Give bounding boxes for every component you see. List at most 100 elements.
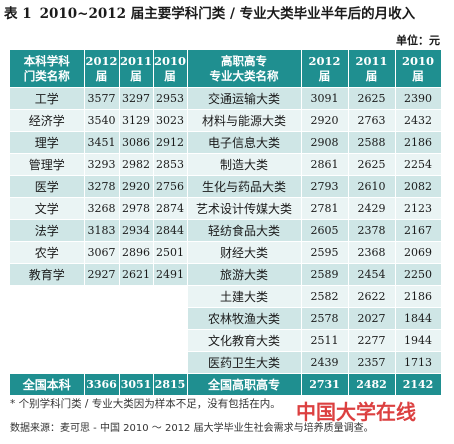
vocational-category-name: 文化教育大类 <box>187 329 302 352</box>
header-year: 2011 届 <box>119 50 154 88</box>
undergrad-discipline-name: 农学 <box>10 241 85 264</box>
vocational-income-value: 2432 <box>395 109 442 132</box>
total-undergrad-value: 3051 <box>119 373 154 396</box>
header-vocational-name: 高职高专 专业大类名称 <box>187 50 302 88</box>
undergrad-discipline-name: 教育学 <box>10 263 85 286</box>
table-number: 表 1 <box>4 6 32 22</box>
undergrad-discipline-name <box>10 329 85 352</box>
undergrad-income-value: 2491 <box>153 263 188 286</box>
vocational-category-name: 制造大类 <box>187 153 302 176</box>
undergrad-income-value <box>153 329 188 352</box>
total-undergrad-value: 2815 <box>153 373 188 396</box>
header-year: 2010 届 <box>395 50 442 88</box>
undergrad-discipline-name <box>10 351 85 374</box>
undergrad-discipline-name: 管理学 <box>10 153 85 176</box>
vocational-income-value: 1713 <box>395 351 442 374</box>
table-title: 表 1 2010~2012 届主要学科门类 / 专业大类毕业半年后的月收入 <box>4 4 450 24</box>
vocational-category-name: 土建大类 <box>187 285 302 308</box>
table-row: 工学 3577 3297 2953 交通运输大类 3091 2625 2390 <box>10 87 442 110</box>
vocational-income-value: 2069 <box>395 241 442 264</box>
total-undergrad-value: 3366 <box>84 373 120 396</box>
undergrad-income-value: 2920 <box>119 175 154 198</box>
vocational-income-value: 2589 <box>301 263 349 286</box>
table-row: 医药卫生大类 2439 2357 1713 <box>10 351 442 374</box>
vocational-income-value: 2588 <box>348 131 396 154</box>
vocational-income-value: 1944 <box>395 329 442 352</box>
vocational-category-name: 电子信息大类 <box>187 131 302 154</box>
vocational-category-name: 材料与能源大类 <box>187 109 302 132</box>
income-table: 本科学科 门类名称 2012 届 2011 届 2010 届 高职高专 专业大类名称 20… <box>10 50 442 396</box>
header-year: 2012 届 <box>301 50 349 88</box>
undergrad-income-value: 3023 <box>153 109 188 132</box>
table-row: 农学 3067 2896 2501 财经大类 2595 2368 2069 <box>10 241 442 264</box>
undergrad-discipline-name <box>10 307 85 330</box>
vocational-income-value: 2625 <box>348 153 396 176</box>
undergrad-income-value: 3268 <box>84 197 120 220</box>
vocational-income-value: 2625 <box>348 87 396 110</box>
undergrad-income-value: 3278 <box>84 175 120 198</box>
undergrad-income-value <box>119 351 154 374</box>
vocational-category-name: 交通运输大类 <box>187 87 302 110</box>
vocational-income-value: 2622 <box>348 285 396 308</box>
footnote: * 个别学科门类 / 专业大类因为样本不足，没有包括在内。 <box>10 398 281 410</box>
undergrad-income-value <box>119 329 154 352</box>
vocational-category-name: 艺术设计传媒大类 <box>187 197 302 220</box>
vocational-income-value: 2250 <box>395 263 442 286</box>
undergrad-income-value: 3067 <box>84 241 120 264</box>
header-year: 2012 届 <box>84 50 120 88</box>
vocational-income-value: 2908 <box>301 131 349 154</box>
undergrad-income-value: 2927 <box>84 263 120 286</box>
total-undergrad-name: 全国本科 <box>10 373 85 396</box>
undergrad-discipline-name: 文学 <box>10 197 85 220</box>
vocational-income-value: 2378 <box>348 219 396 242</box>
undergrad-income-value: 3540 <box>84 109 120 132</box>
vocational-income-value: 2861 <box>301 153 349 176</box>
undergrad-income-value <box>84 285 120 308</box>
watermark-logo: 中国大学在线 <box>296 400 416 424</box>
table-row: 法学 3183 2934 2844 轻纺食品大类 2605 2378 2167 <box>10 219 442 242</box>
undergrad-income-value: 2844 <box>153 219 188 242</box>
table-row: 医学 3278 2920 2756 生化与药品大类 2793 2610 2082 <box>10 175 442 198</box>
vocational-income-value: 2793 <box>301 175 349 198</box>
table-row: 文学 3268 2978 2874 艺术设计传媒大类 2781 2429 2123 <box>10 197 442 220</box>
vocational-income-value: 2082 <box>395 175 442 198</box>
vocational-income-value: 2429 <box>348 197 396 220</box>
data-source: 数据来源：麦可思 - 中国 2010 ～ 2012 届大学毕业生社会需求与培养质… <box>10 423 374 434</box>
header-year: 2011 届 <box>348 50 396 88</box>
vocational-category-name: 财经大类 <box>187 241 302 264</box>
vocational-income-value: 2277 <box>348 329 396 352</box>
undergrad-income-value <box>153 351 188 374</box>
vocational-income-value: 2920 <box>301 109 349 132</box>
table-row: 教育学 2927 2621 2491 旅游大类 2589 2454 2250 <box>10 263 442 286</box>
undergrad-income-value: 3577 <box>84 87 120 110</box>
vocational-income-value: 2595 <box>301 241 349 264</box>
vocational-income-value: 2186 <box>395 131 442 154</box>
vocational-income-value: 3091 <box>301 87 349 110</box>
undergrad-income-value: 2953 <box>153 87 188 110</box>
undergrad-income-value: 3451 <box>84 131 120 154</box>
vocational-income-value: 2578 <box>301 307 349 330</box>
undergrad-income-value: 2978 <box>119 197 154 220</box>
total-vocational-value: 2142 <box>395 373 442 396</box>
vocational-income-value: 2027 <box>348 307 396 330</box>
table-row: 土建大类 2582 2622 2186 <box>10 285 442 308</box>
undergrad-income-value <box>84 307 120 330</box>
table-row: 文化教育大类 2511 2277 1944 <box>10 329 442 352</box>
table-row: 管理学 3293 2982 2853 制造大类 2861 2625 2254 <box>10 153 442 176</box>
undergrad-discipline-name: 理学 <box>10 131 85 154</box>
vocational-income-value: 2610 <box>348 175 396 198</box>
undergrad-income-value: 2853 <box>153 153 188 176</box>
total-vocational-value: 2731 <box>301 373 349 396</box>
undergrad-income-value <box>84 351 120 374</box>
vocational-income-value: 2368 <box>348 241 396 264</box>
undergrad-discipline-name: 法学 <box>10 219 85 242</box>
vocational-income-value: 2123 <box>395 197 442 220</box>
undergrad-discipline-name: 医学 <box>10 175 85 198</box>
undergrad-income-value: 2934 <box>119 219 154 242</box>
vocational-income-value: 2357 <box>348 351 396 374</box>
table-title-text: 2010~2012 届主要学科门类 / 专业大类毕业半年后的月收入 <box>39 6 416 22</box>
vocational-category-name: 生化与药品大类 <box>187 175 302 198</box>
vocational-income-value: 2390 <box>395 87 442 110</box>
vocational-income-value: 1844 <box>395 307 442 330</box>
undergrad-income-value <box>119 285 154 308</box>
